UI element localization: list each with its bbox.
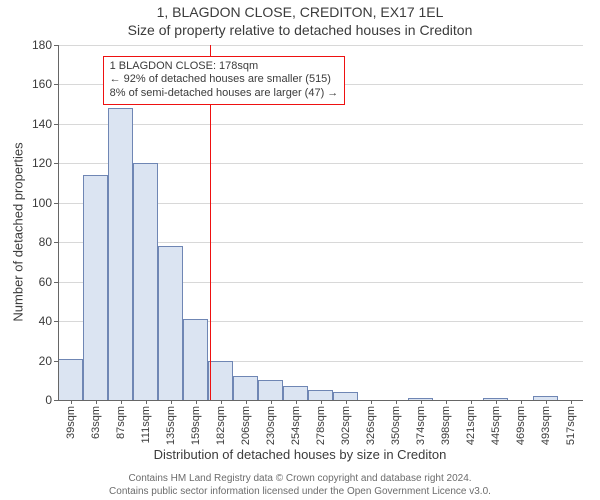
x-tick <box>196 400 197 404</box>
histogram-bar <box>333 392 358 400</box>
x-tick <box>121 400 122 404</box>
x-tick-label: 63sqm <box>90 406 102 439</box>
x-tick-label: 302sqm <box>340 406 352 445</box>
annotation-line: ← 92% of detached houses are smaller (51… <box>110 73 339 87</box>
x-tick <box>446 400 447 404</box>
y-tick <box>54 361 58 362</box>
x-tick-label: 493sqm <box>540 406 552 445</box>
x-tick-label: 254sqm <box>290 406 302 445</box>
x-tick-label: 374sqm <box>415 406 427 445</box>
x-tick-label: 159sqm <box>190 406 202 445</box>
x-tick <box>221 400 222 404</box>
histogram-bar <box>258 380 283 400</box>
chart-title-desc: Size of property relative to detached ho… <box>0 22 600 38</box>
x-tick <box>346 400 347 404</box>
x-tick-label: 445sqm <box>490 406 502 445</box>
x-tick-label: 517sqm <box>565 406 577 445</box>
y-tick <box>54 84 58 85</box>
histogram-bar <box>208 361 233 400</box>
x-tick <box>521 400 522 404</box>
x-tick <box>271 400 272 404</box>
y-tick <box>54 242 58 243</box>
y-tick-label: 80 <box>18 235 52 249</box>
x-axis-label: Distribution of detached houses by size … <box>0 447 600 462</box>
histogram-bar <box>183 319 208 400</box>
y-tick-label: 160 <box>18 77 52 91</box>
footer-attribution: Contains HM Land Registry data © Crown c… <box>0 473 600 498</box>
y-tick-label: 100 <box>18 196 52 210</box>
footer-line1: Contains HM Land Registry data © Crown c… <box>0 473 600 486</box>
x-tick-label: 111sqm <box>140 406 152 444</box>
histogram-bar <box>283 386 308 400</box>
x-tick-label: 182sqm <box>215 406 227 445</box>
x-tick-label: 206sqm <box>240 406 252 445</box>
x-tick <box>421 400 422 404</box>
y-tick-label: 40 <box>18 314 52 328</box>
y-tick-label: 0 <box>18 393 52 407</box>
y-tick-label: 20 <box>18 354 52 368</box>
x-tick <box>321 400 322 404</box>
x-tick <box>571 400 572 404</box>
histogram-bar <box>233 376 258 400</box>
y-tick <box>54 282 58 283</box>
y-tick <box>54 45 58 46</box>
x-tick <box>371 400 372 404</box>
x-tick-label: 230sqm <box>265 406 277 445</box>
x-tick <box>171 400 172 404</box>
y-tick-label: 120 <box>18 156 52 170</box>
histogram-bar <box>158 246 183 400</box>
y-tick <box>54 400 58 401</box>
annotation-line: 8% of semi-detached houses are larger (4… <box>110 87 339 101</box>
x-tick-label: 39sqm <box>65 406 77 439</box>
x-tick-label: 398sqm <box>440 406 452 445</box>
chart-title-address: 1, BLAGDON CLOSE, CREDITON, EX17 1EL <box>0 4 600 20</box>
footer-line2: Contains public sector information licen… <box>0 486 600 499</box>
y-tick <box>54 203 58 204</box>
annotation-line: 1 BLAGDON CLOSE: 178sqm <box>110 60 339 74</box>
histogram-plot: 1 BLAGDON CLOSE: 178sqm← 92% of detached… <box>58 45 583 400</box>
x-tick <box>546 400 547 404</box>
y-tick-label: 180 <box>18 38 52 52</box>
y-tick-label: 140 <box>18 117 52 131</box>
x-tick <box>396 400 397 404</box>
x-tick-label: 421sqm <box>465 406 477 445</box>
histogram-bar <box>108 108 133 400</box>
y-tick <box>54 124 58 125</box>
x-tick-label: 326sqm <box>365 406 377 445</box>
y-tick-label: 60 <box>18 275 52 289</box>
x-tick-label: 135sqm <box>165 406 177 445</box>
x-tick <box>296 400 297 404</box>
x-tick <box>246 400 247 404</box>
histogram-bar <box>58 359 83 400</box>
y-axis <box>58 45 59 400</box>
x-tick-label: 278sqm <box>315 406 327 445</box>
x-tick-label: 350sqm <box>390 406 402 445</box>
x-tick <box>146 400 147 404</box>
x-tick <box>471 400 472 404</box>
histogram-bar <box>308 390 333 400</box>
histogram-bar <box>83 175 108 400</box>
y-tick <box>54 321 58 322</box>
annotation-box: 1 BLAGDON CLOSE: 178sqm← 92% of detached… <box>103 56 346 105</box>
x-tick-label: 469sqm <box>515 406 527 445</box>
y-tick <box>54 163 58 164</box>
x-tick <box>96 400 97 404</box>
histogram-bar <box>133 163 158 400</box>
x-tick <box>496 400 497 404</box>
x-tick-label: 87sqm <box>115 406 127 439</box>
x-tick <box>71 400 72 404</box>
